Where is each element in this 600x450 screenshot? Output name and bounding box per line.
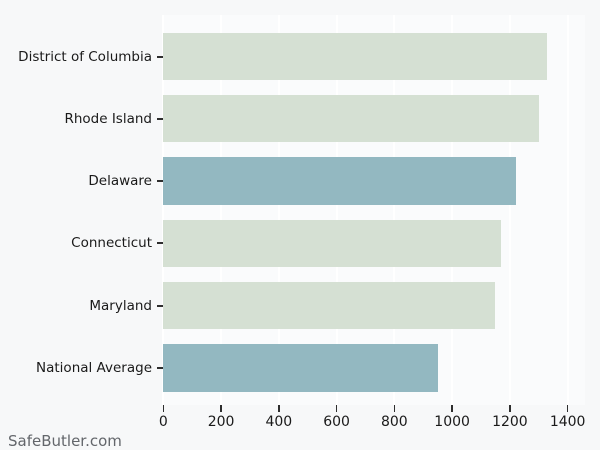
x-tick-mark xyxy=(335,405,338,412)
bar-rhode-island xyxy=(163,95,539,143)
x-tick-label: 400 xyxy=(265,414,293,430)
watermark: SafeButler.com xyxy=(8,432,122,450)
x-gridline xyxy=(566,15,569,405)
y-tick-mark xyxy=(157,367,163,369)
bar-maryland xyxy=(163,282,496,330)
bar-connecticut xyxy=(163,219,502,268)
category-label: Connecticut xyxy=(71,235,152,252)
x-tick-mark xyxy=(566,405,569,412)
x-tick-mark xyxy=(220,405,222,412)
x-tick-label: 600 xyxy=(323,414,350,430)
x-tick-mark xyxy=(278,405,280,412)
x-tick-mark xyxy=(393,405,396,412)
category-label: Maryland xyxy=(89,297,152,314)
x-tick-label: 1400 xyxy=(549,414,586,430)
bar-delaware xyxy=(163,157,516,205)
y-tick-mark xyxy=(157,304,163,307)
x-tick-mark xyxy=(162,405,164,412)
x-tick-label: 1000 xyxy=(434,414,470,430)
category-label: National Average xyxy=(36,360,152,376)
x-gridline xyxy=(220,15,223,405)
x-gridline xyxy=(335,15,338,405)
y-tick-mark xyxy=(157,242,163,245)
category-label: Delaware xyxy=(88,173,152,190)
category-label: Rhode Island xyxy=(64,110,152,127)
bar-national-average xyxy=(163,344,438,392)
x-gridline xyxy=(277,15,280,405)
x-gridline xyxy=(451,15,454,405)
y-tick-mark xyxy=(157,180,163,183)
x-tick-mark xyxy=(509,405,511,412)
bar-district-of-columbia xyxy=(163,32,548,81)
x-tick-mark xyxy=(451,405,453,412)
y-tick-mark xyxy=(157,55,163,58)
x-tick-label: 1200 xyxy=(492,414,528,430)
x-tick-label: 800 xyxy=(380,414,408,430)
x-gridline xyxy=(393,15,396,405)
x-gridline xyxy=(162,15,165,405)
x-tick-label: 200 xyxy=(207,414,235,430)
x-tick-label: 0 xyxy=(158,414,168,430)
category-label: District of Columbia xyxy=(18,48,152,65)
y-tick-mark xyxy=(157,117,163,120)
x-gridline xyxy=(508,15,511,405)
